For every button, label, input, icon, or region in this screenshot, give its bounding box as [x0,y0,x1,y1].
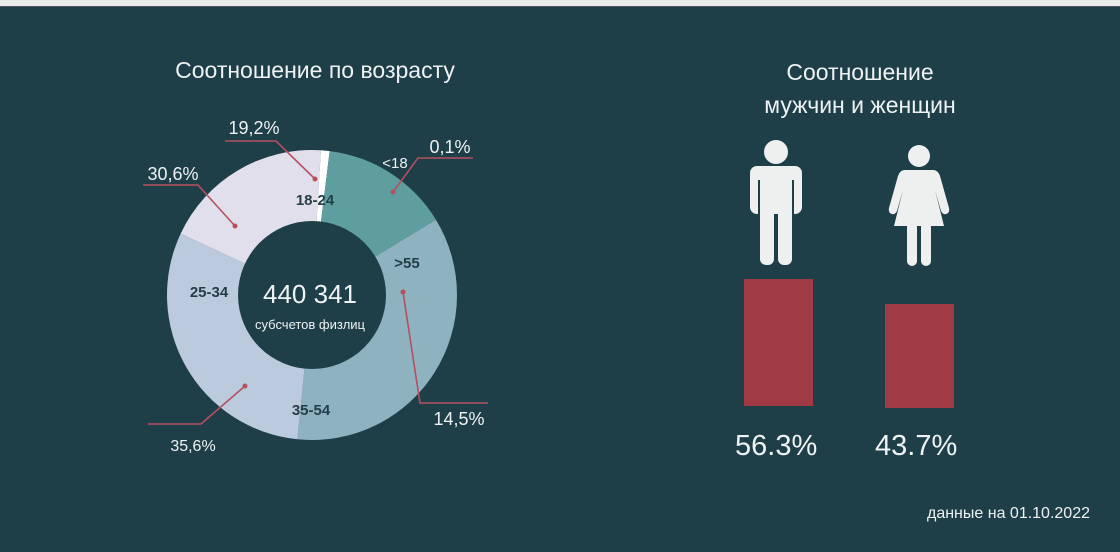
gender-chart-title: Соотношение мужчин и женщин [720,56,1000,122]
segment-label-25-34: 25-34 [190,284,229,301]
pct-label-gt55: 14,5% [433,409,484,429]
pct-label-18-24: 19,2% [228,118,279,138]
segment-label-gt55: >55 [394,255,419,272]
pct-label-35-54: 35,6% [170,438,215,455]
donut-center-caption: субсчетов физлиц [255,317,366,332]
top-strip [0,0,1120,7]
gender-title-line1: Соотношение [786,59,934,85]
leader-lines [143,140,488,425]
data-date-footnote: данные на 01.10.2022 [926,505,1090,522]
men-percentage: 56.3% [735,430,818,462]
segment-label-18-24: 18-24 [296,192,335,209]
man-icon [750,140,802,265]
age-chart-title: Соотношение по возрасту [175,57,455,83]
segment-label-lt18: <18 [382,155,407,172]
women-bar [885,304,954,408]
women-percentage: 43.7% [875,430,958,462]
segment-label-35-54: 35-54 [292,402,331,419]
pct-label-lt18: 0,1% [429,137,470,157]
gender-title-line2: мужчин и женщин [764,92,956,118]
woman-icon [888,145,950,266]
pct-label-25-34: 30,6% [147,164,198,184]
leader-dots [232,176,406,389]
men-bar [744,279,813,406]
donut-center-value: 440 341 [263,279,357,309]
donut-hole [238,221,386,369]
